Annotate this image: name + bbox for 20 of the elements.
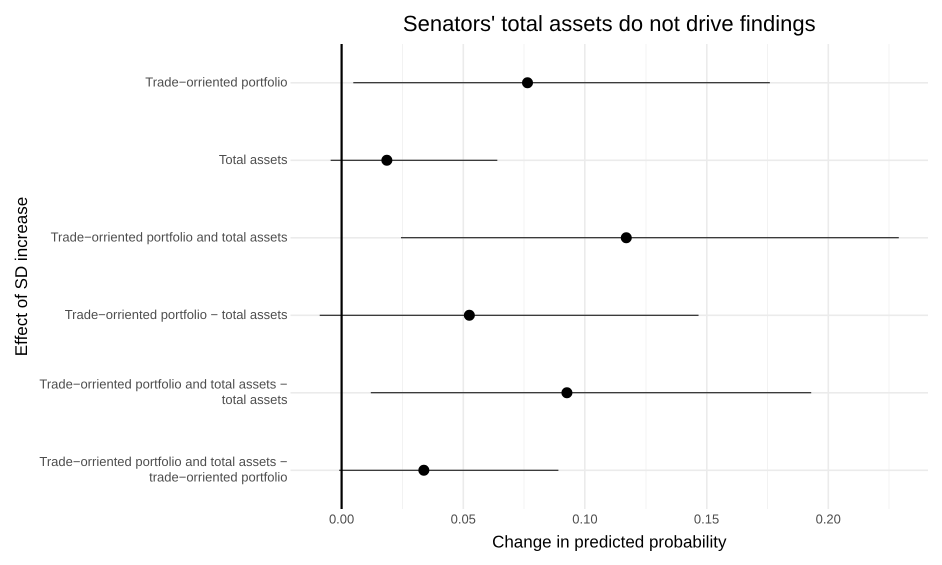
point	[620, 232, 632, 244]
y-tick-label: Trade−orriented portfolio and total assets − total assets	[39, 376, 288, 408]
x-tick-label: 0.00	[328, 511, 354, 526]
y-tick-label: Trade−orriented portfolio and total assets	[50, 229, 288, 244]
x-axis-title: Change in predicted probability	[492, 532, 727, 552]
y-tick-label: Total assets	[218, 152, 288, 167]
x-tick-label: 0.10	[572, 511, 598, 526]
chart-title: Senators' total assets do not drive findings	[402, 11, 816, 36]
y-tick-label: Trade−orriented portfolio − total assets	[64, 306, 288, 322]
point	[522, 77, 533, 88]
y-tick-label: Trade−orriented portfolio	[145, 74, 288, 90]
x-tick-label: 0.20	[816, 511, 841, 526]
x-tick-label: 0.05	[450, 511, 476, 526]
y-tick-label: Trade−orriented portfolio and total assets − trade−orriented portfolio	[39, 454, 288, 485]
point	[561, 387, 572, 398]
point	[418, 464, 430, 476]
point	[464, 310, 475, 321]
y-axis-title: Effect of SD increase	[12, 196, 31, 356]
x-tick-label: 0.15	[694, 511, 720, 526]
point	[381, 154, 392, 166]
